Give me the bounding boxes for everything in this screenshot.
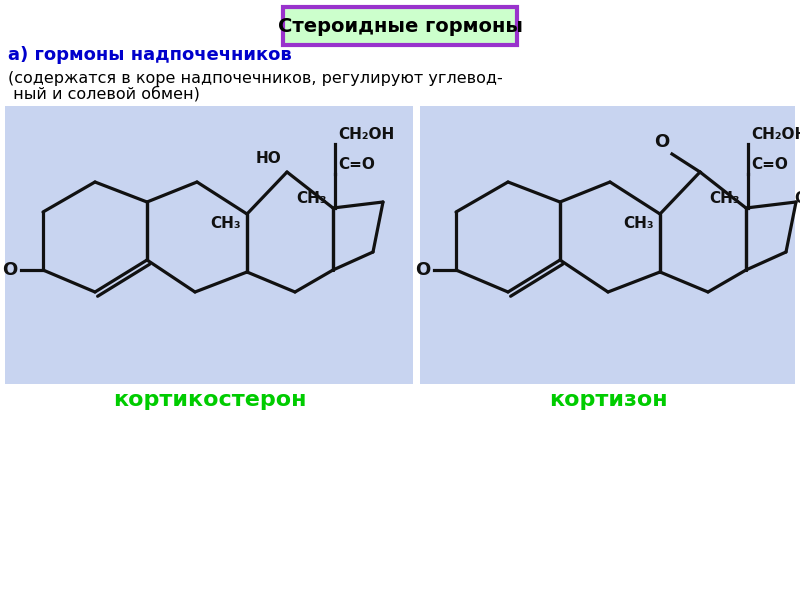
Text: O: O [414, 261, 430, 279]
FancyBboxPatch shape [283, 7, 517, 45]
Text: CH₃: CH₃ [296, 191, 327, 206]
Text: кортизон: кортизон [549, 390, 667, 410]
Text: CH₃: CH₃ [210, 216, 241, 231]
Text: ный и солевой обмен): ный и солевой обмен) [8, 86, 200, 102]
Text: CH₃: CH₃ [710, 191, 740, 206]
Text: O: O [654, 133, 669, 151]
Text: CH₃: CH₃ [623, 216, 654, 231]
Text: а) гормоны надпочечников: а) гормоны надпочечников [8, 46, 292, 64]
Text: Стероидные гормоны: Стероидные гормоны [278, 16, 522, 35]
Text: OH: OH [794, 191, 800, 206]
Text: C=O: C=O [338, 157, 375, 172]
Text: CH₂OH: CH₂OH [338, 127, 394, 142]
Text: O: O [2, 261, 17, 279]
Bar [420, 106, 795, 384]
Text: HO: HO [255, 151, 281, 166]
Text: кортикостерон: кортикостерон [114, 390, 306, 410]
Text: (содержатся в коре надпочечников, регулируют углевод-: (содержатся в коре надпочечников, регули… [8, 70, 502, 85]
Text: C=O: C=O [751, 157, 788, 172]
Bar [5, 106, 413, 384]
Text: CH₂OH: CH₂OH [751, 127, 800, 142]
